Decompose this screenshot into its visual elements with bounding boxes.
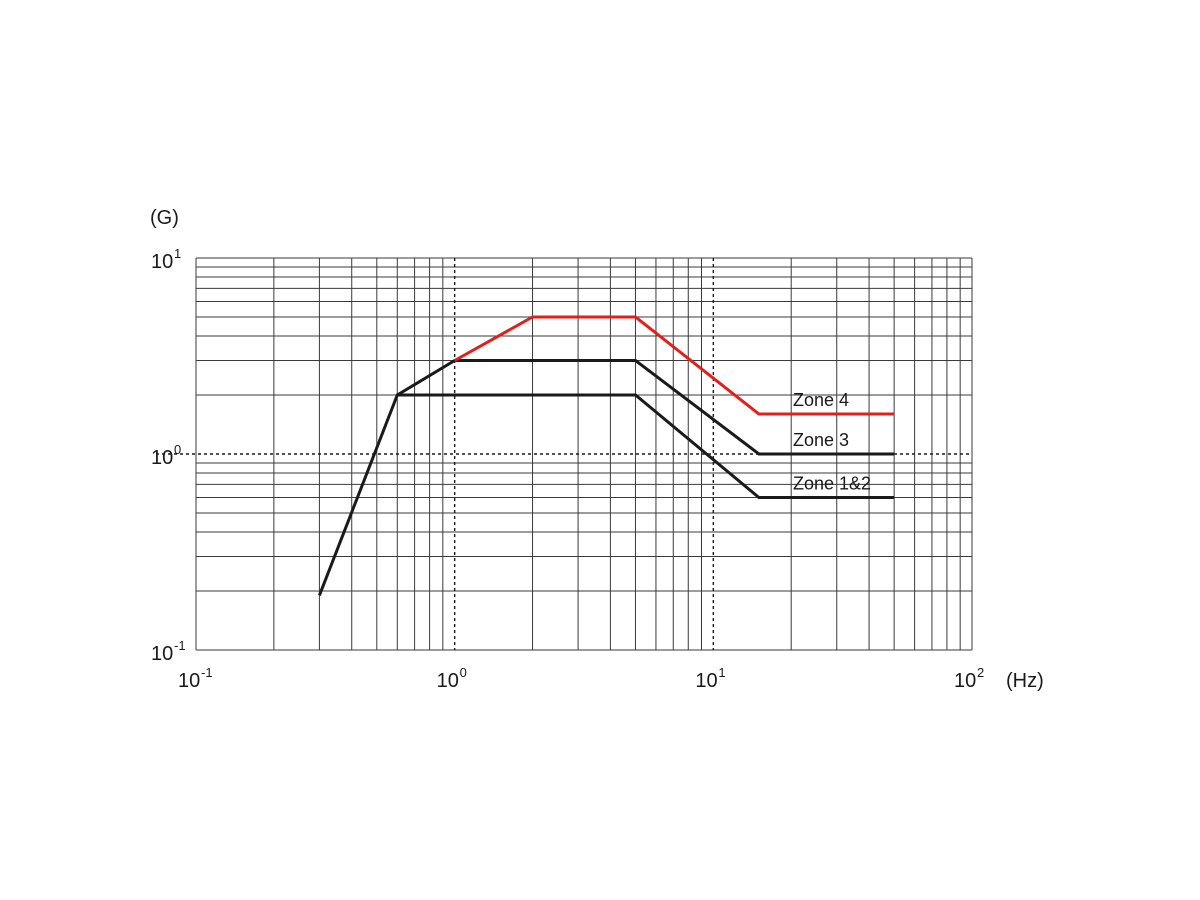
tick-label-exponent: 1: [718, 665, 725, 680]
series-label-zone-4: Zone 4: [793, 390, 849, 410]
tick-label-exponent: -1: [174, 638, 186, 653]
tick-label-base: 10: [151, 251, 173, 273]
tick-label-exponent: -1: [201, 665, 213, 680]
tick-label-base: 10: [437, 670, 459, 692]
x-tick-label: 10 0: [437, 665, 467, 692]
tick-label-exponent: 2: [977, 665, 984, 680]
series-line-zone-4: [453, 315, 895, 416]
series-label-zone-3: Zone 3: [793, 430, 849, 450]
x-tick-label: 10 1: [695, 665, 725, 692]
y-tick-label: 10 0: [151, 442, 181, 469]
tick-label-exponent: 0: [460, 665, 467, 680]
series-line-zone-1-2: [318, 393, 895, 596]
x-tick-label: 10 -1: [178, 665, 213, 692]
y-tick-label: 10 -1: [151, 638, 186, 665]
tick-label-base: 10: [695, 670, 717, 692]
series-line-zone-3: [396, 359, 895, 456]
series-label-zone-1-2: Zone 1&2: [793, 473, 871, 493]
tick-label-base: 10: [151, 643, 173, 665]
tick-label-exponent: 0: [174, 442, 181, 457]
x-axis-unit-label: (Hz): [1006, 670, 1044, 692]
x-tick-label: 10 2: [954, 665, 984, 692]
series-labels: Zone 4 Zone 3 Zone 1&2: [793, 390, 871, 493]
tick-label-base: 10: [151, 447, 173, 469]
tick-label-exponent: 1: [174, 246, 181, 261]
series-lines: [318, 315, 895, 596]
tick-label-base: 10: [178, 670, 200, 692]
grid: [195, 257, 973, 651]
y-axis-unit-label: (G): [150, 207, 179, 229]
y-tick-label: 10 1: [151, 246, 181, 273]
tick-label-base: 10: [954, 670, 976, 692]
